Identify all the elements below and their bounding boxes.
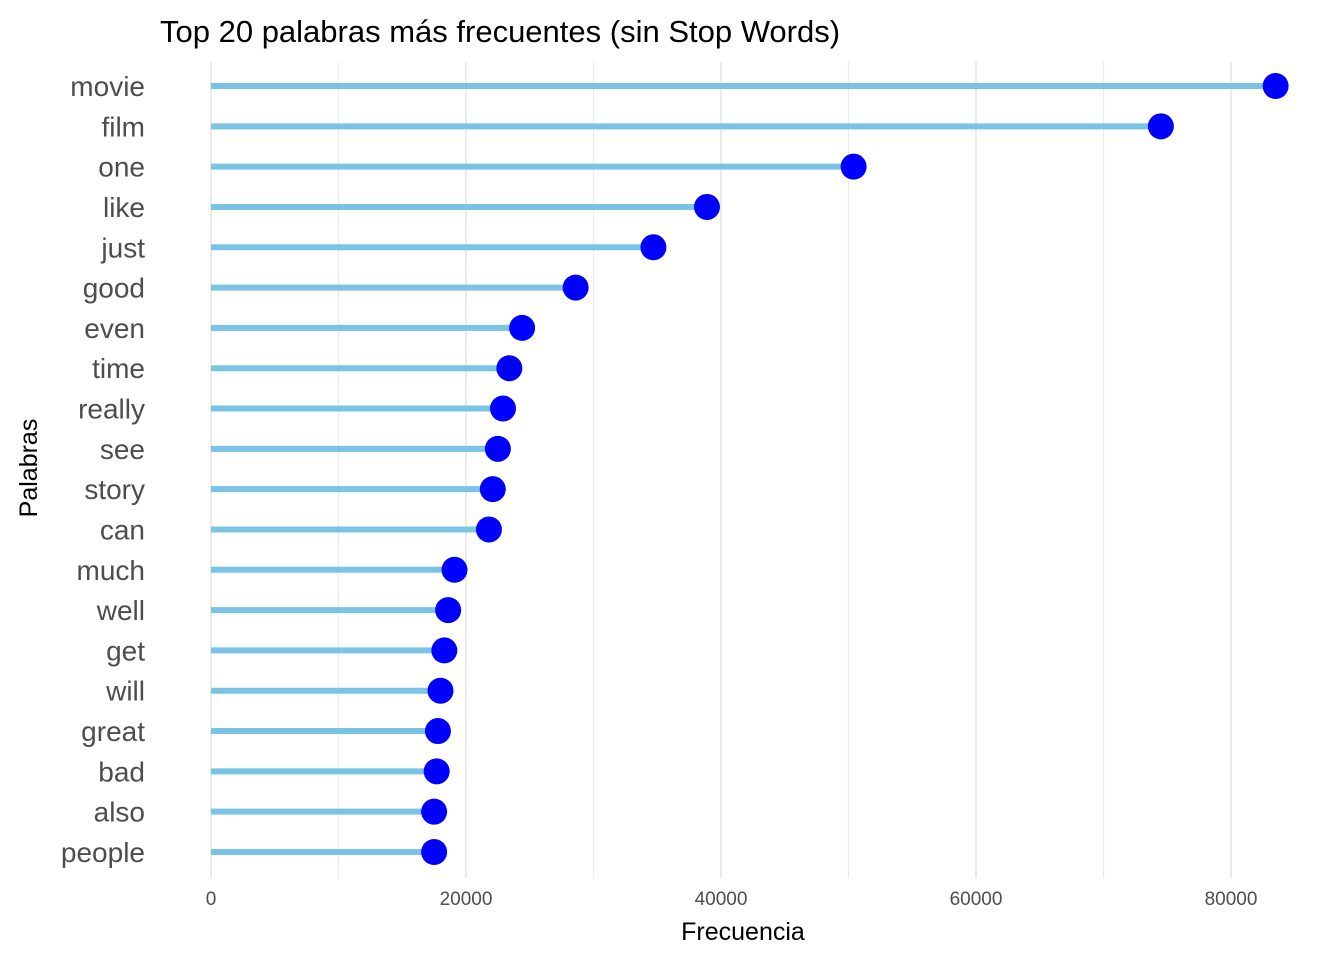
y-category-label: can: [100, 514, 145, 545]
lollipop-point: [693, 193, 720, 220]
points: [421, 73, 1289, 865]
x-tick-label: 20000: [440, 889, 493, 910]
x-tick-label: 40000: [695, 889, 748, 910]
lollipop-point: [489, 395, 516, 422]
chart-title: Top 20 palabras más frecuentes (sin Stop…: [160, 14, 840, 49]
y-category-label: movie: [70, 71, 145, 102]
lollipop-point: [509, 314, 536, 341]
lollipop-point: [421, 798, 448, 825]
lollipop-point: [640, 234, 667, 261]
y-category-label: one: [98, 152, 145, 183]
y-category-label: good: [83, 273, 145, 304]
y-category-label: really: [78, 394, 145, 425]
y-category-label: see: [100, 434, 145, 465]
lollipop-point: [427, 677, 454, 704]
y-category-label: will: [105, 676, 145, 707]
grid-lines: [210, 62, 1232, 878]
lollipop-point: [435, 597, 462, 624]
y-category-label: time: [92, 353, 145, 384]
lollipop-point: [484, 435, 511, 462]
lollipop-point: [423, 758, 450, 785]
lollipop-point: [479, 476, 506, 503]
x-tick-label: 0: [206, 889, 217, 910]
x-axis-title: Frecuencia: [681, 918, 805, 946]
y-category-label: also: [94, 797, 145, 828]
y-category-label: get: [106, 635, 145, 666]
x-tick-label: 80000: [1205, 889, 1258, 910]
lollipop-point: [421, 839, 448, 865]
lollipop-point: [424, 718, 451, 745]
lollipop-point: [496, 355, 523, 382]
lollipop-point: [431, 637, 458, 664]
y-category-label: well: [96, 595, 145, 626]
lollipop-point: [1147, 113, 1174, 140]
lollipop-point: [1262, 73, 1289, 99]
y-category-label: just: [100, 232, 145, 263]
lollipop-point: [562, 274, 589, 301]
y-category-label: bad: [98, 756, 145, 787]
y-category-label: great: [81, 716, 145, 747]
y-axis-title: Palabras: [15, 419, 43, 518]
lollipop-point: [840, 153, 867, 180]
y-category-label: even: [84, 313, 145, 344]
y-category-label: story: [84, 474, 145, 505]
x-axis-tick-labels: 0 20000 40000 60000 80000: [206, 889, 1258, 910]
stems: [211, 83, 1276, 855]
y-category-label: like: [103, 192, 145, 223]
y-axis-tick-labels: movie film one like just good even time really se…: [61, 71, 145, 868]
lollipop-point: [441, 556, 468, 583]
x-tick-label: 60000: [950, 889, 1003, 910]
y-category-label: film: [101, 111, 145, 142]
y-category-label: much: [77, 555, 145, 586]
lollipop-point: [475, 516, 502, 543]
y-category-label: people: [61, 837, 145, 868]
